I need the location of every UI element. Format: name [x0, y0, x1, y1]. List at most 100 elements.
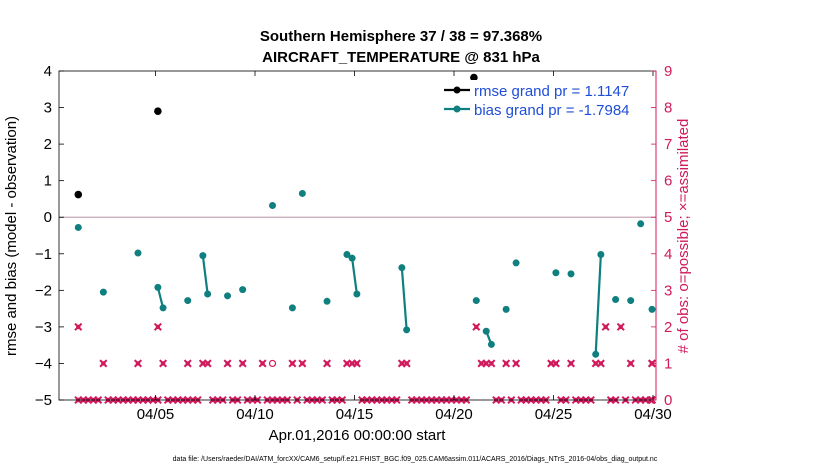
obs-assimilated-point [183, 359, 192, 368]
y-axis-left: −5 −4 −3 −2 −1 0 1 2 3 4 [35, 63, 64, 409]
y-tick-label: −2 [35, 282, 52, 299]
bias-point [99, 288, 107, 296]
obs-assimilated-point [258, 359, 267, 368]
obs-x-dot [474, 324, 479, 330]
y-tick-label: 3 [44, 100, 52, 117]
obs-assimilated-point [352, 359, 361, 368]
bias-point [134, 249, 142, 257]
obs-x-dot [404, 361, 409, 366]
y2-tick-label: 6 [664, 173, 672, 190]
obs-x-dot [399, 361, 405, 366]
obs-x-dot [76, 324, 81, 330]
obs-assimilated-point [323, 359, 332, 368]
obs-assimilated-point [487, 359, 496, 368]
obs-assimilated-point [238, 359, 247, 368]
bias-line-segment [400, 267, 408, 330]
obs-x-dot [324, 361, 330, 366]
rmse-point [154, 107, 162, 116]
obs-x-dot [548, 361, 554, 366]
bias-point [224, 292, 232, 300]
y2-axis-label: # of obs: o=possible; ×=assimilated [675, 119, 692, 354]
legend: rmse grand pr = 1.1147 bias grand pr = -… [437, 80, 647, 120]
obs-assimilated-point [502, 359, 511, 368]
bias-point [648, 305, 656, 313]
obs-assimilated-point [223, 359, 232, 368]
y2-tick-label: 7 [664, 136, 672, 153]
x-axis: 04/05 04/10 04/15 04/20 04/25 04/30 [137, 71, 672, 423]
bias-point [592, 350, 600, 358]
obs-x-dot [200, 361, 206, 366]
x-tick-label: 04/25 [535, 406, 573, 423]
obs-x-dot [101, 361, 106, 366]
obs-x-dot [628, 361, 633, 366]
x-tick-label: 04/20 [435, 406, 473, 423]
y-tick-label: −1 [35, 246, 52, 263]
obs-assimilated-point [551, 359, 560, 368]
bias-point [627, 297, 635, 305]
obs-assimilated-point [298, 359, 307, 368]
bias-point [552, 269, 560, 277]
y-tick-label: −5 [35, 392, 52, 409]
bias-point [298, 189, 306, 197]
y2-tick-label: 3 [664, 282, 672, 299]
bias-point [612, 295, 620, 303]
obs-x-dot [593, 361, 598, 366]
y2-tick-label: 0 [664, 392, 672, 409]
obs-assimilated-point [74, 322, 83, 331]
bias-point [154, 283, 162, 291]
obs-x-dot [479, 361, 484, 366]
x-tick-label: 04/10 [236, 406, 274, 423]
x-axis-label: Apr.01,2016 00:00:00 start [269, 427, 447, 444]
legend-bias-marker [453, 105, 461, 113]
obs-assimilated-point [596, 359, 605, 368]
obs-assimilated-point [601, 322, 610, 331]
obs-x-dot [290, 361, 295, 366]
y-tick-label: 0 [44, 209, 52, 226]
obs-x-dot [553, 361, 559, 366]
bias-series-layer [74, 189, 656, 358]
data-file-footnote: data file: /Users/raeder/DAI/ATM_forcXX/… [173, 456, 658, 463]
y2-tick-label: 4 [664, 246, 672, 263]
bias-line-segment [594, 254, 602, 355]
legend-bias-label: bias grand pr = -1.7984 [474, 102, 630, 119]
bias-point [398, 264, 406, 272]
obs-assimilated-point [626, 359, 635, 368]
bias-point [637, 220, 645, 228]
bias-point [239, 286, 247, 294]
obs-x-dot [225, 361, 230, 366]
obs-x-dot [300, 361, 305, 366]
obs-assimilated-point [402, 359, 411, 368]
x-tick-label: 04/15 [336, 406, 374, 423]
obs-x-dot [489, 361, 494, 366]
y2-tick-label: 5 [664, 209, 672, 226]
obs-x-dot [240, 361, 245, 366]
x-tick-label: 04/05 [137, 406, 175, 423]
bias-point [74, 223, 82, 231]
obs-x-dot [503, 361, 509, 366]
bias-point [343, 251, 351, 259]
obs-x-dot [484, 361, 489, 366]
y-axis-right: 0 1 2 3 4 5 6 7 8 9 [651, 63, 672, 409]
obs-x-dot [260, 361, 265, 366]
bias-point [204, 290, 212, 298]
legend-rmse-label: rmse grand pr = 1.1147 [474, 83, 629, 100]
rmse-point [470, 73, 478, 82]
y2-tick-label: 1 [664, 355, 672, 372]
y-tick-label: −4 [35, 355, 52, 372]
bias-point [269, 202, 277, 210]
obs-x-dot [618, 324, 623, 330]
bias-point [323, 297, 331, 305]
obs-assimilated-point [472, 322, 481, 331]
obs-x-dot [568, 361, 574, 366]
obs-x-dot [513, 361, 519, 366]
bias-point [348, 254, 356, 262]
obs-assimilated-point [203, 359, 212, 368]
y2-tick-label: 9 [664, 63, 672, 80]
bias-point [159, 304, 167, 312]
y-tick-label: 2 [44, 136, 52, 153]
bias-point [487, 340, 495, 348]
obs-assimilated-point [512, 359, 521, 368]
bias-point [353, 290, 361, 298]
rmse-point [74, 190, 83, 199]
